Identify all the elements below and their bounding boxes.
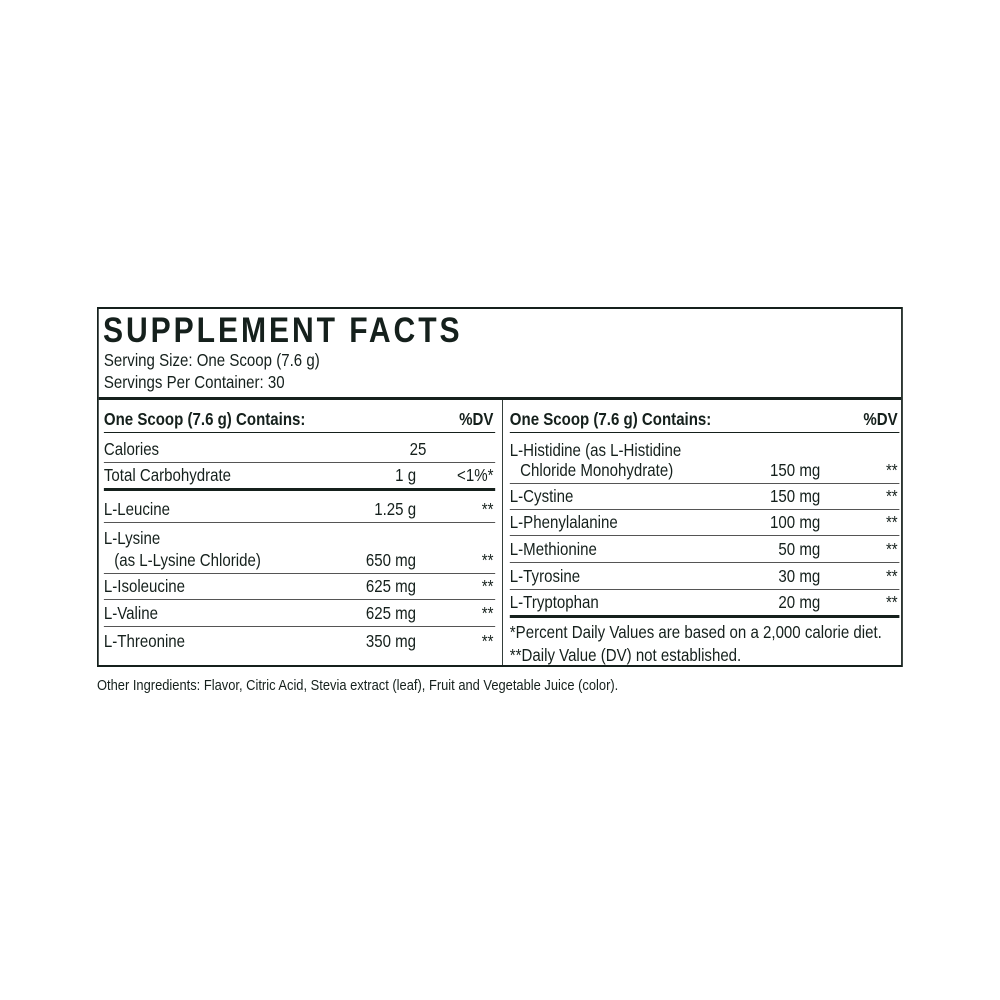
- header-label: One Scoop (7.6 g) Contains:: [103, 409, 306, 429]
- right-column: One Scoop (7.6 g) Contains: %DV L-Histid…: [509, 400, 900, 667]
- amount: 25: [409, 439, 427, 459]
- table-row: Total Carbohydrate 1 g <1%*: [103, 463, 496, 491]
- amount: 150 mg: [770, 486, 821, 506]
- amount: 1 g: [395, 465, 417, 485]
- table-header: One Scoop (7.6 g) Contains: %DV: [509, 400, 900, 433]
- header-label: One Scoop (7.6 g) Contains:: [509, 409, 712, 429]
- servings-per-container: Servings Per Container: 30: [103, 372, 285, 392]
- panel-title: SUPPLEMENT FACTS: [103, 311, 463, 350]
- amount: 625 mg: [365, 576, 417, 596]
- amount: 100 mg: [770, 512, 821, 532]
- table-row: L-Lysine (as L-Lysine Chloride) 650 mg *…: [103, 523, 496, 574]
- nutrient-form: Chloride Monohydrate): [520, 460, 674, 480]
- table-header: One Scoop (7.6 g) Contains: %DV: [103, 400, 496, 433]
- divider: [98, 397, 902, 400]
- nutrient-name: L-Phenylalanine: [509, 512, 618, 532]
- dv: **: [481, 550, 494, 570]
- dv: **: [885, 512, 898, 532]
- table-row: L-Cystine 150 mg **: [509, 484, 900, 510]
- table-row: L-Valine 625 mg **: [103, 600, 496, 627]
- nutrient-form: (as L-Lysine Chloride): [114, 550, 261, 570]
- nutrient-name: L-Lysine: [103, 528, 161, 548]
- nutrient-name: L-Tyrosine: [509, 566, 581, 586]
- nutrient-name: L-Cystine: [509, 486, 574, 506]
- nutrient-name: L-Tryptophan: [509, 592, 599, 612]
- table-row: L-Tyrosine 30 mg **: [509, 563, 900, 590]
- nutrient-name: L-Threonine: [103, 631, 186, 651]
- dv: **: [481, 631, 494, 651]
- table-row: L-Leucine 1.25 g **: [103, 491, 496, 523]
- dv: **: [885, 539, 898, 559]
- dv: **: [481, 499, 494, 519]
- amount: 30 mg: [778, 566, 821, 586]
- nutrient-name: L-Valine: [103, 603, 158, 623]
- table-row: L-Phenylalanine 100 mg **: [509, 510, 900, 536]
- nutrient-name: L-Methionine: [509, 539, 597, 559]
- amount: 150 mg: [770, 460, 821, 480]
- dv: **: [481, 603, 494, 623]
- table-row: Calories 25: [103, 433, 496, 463]
- table-row: L-Methionine 50 mg **: [509, 536, 900, 563]
- amount: 1.25 g: [374, 499, 417, 519]
- amount: 650 mg: [365, 550, 417, 570]
- amount: 625 mg: [365, 603, 417, 623]
- nutrient-name: L-Leucine: [103, 499, 170, 519]
- dv: **: [885, 486, 898, 506]
- other-ingredients: Other Ingredients: Flavor, Citric Acid, …: [97, 677, 619, 694]
- nutrient-name: Total Carbohydrate: [103, 465, 232, 485]
- footnote-percent-dv: *Percent Daily Values are based on a 2,0…: [509, 622, 882, 642]
- dv: **: [481, 576, 494, 596]
- amount: 20 mg: [778, 592, 821, 612]
- header-dv: %DV: [863, 409, 898, 429]
- serving-size: Serving Size: One Scoop (7.6 g): [103, 350, 320, 370]
- nutrient-name: L-Histidine (as L-Histidine: [509, 440, 682, 460]
- amount: 50 mg: [778, 539, 821, 559]
- dv: **: [885, 566, 898, 586]
- dv: **: [885, 592, 898, 612]
- table-row: L-Histidine (as L-Histidine Chloride Mon…: [509, 433, 900, 484]
- left-column: One Scoop (7.6 g) Contains: %DV Calories…: [103, 400, 496, 654]
- nutrient-name: Calories: [103, 439, 160, 459]
- table-row: L-Tryptophan 20 mg **: [509, 590, 900, 618]
- footnote-dv-not-established: **Daily Value (DV) not established.: [509, 645, 742, 665]
- table-row: L-Threonine 350 mg **: [104, 627, 495, 654]
- dv: <1%*: [457, 465, 494, 485]
- nutrient-name: L-Isoleucine: [103, 576, 186, 596]
- column-divider: [502, 400, 503, 665]
- supplement-facts-panel: SUPPLEMENT FACTS Serving Size: One Scoop…: [97, 307, 903, 667]
- header-dv: %DV: [459, 409, 494, 429]
- dv: **: [885, 460, 898, 480]
- table-row: L-Isoleucine 625 mg **: [103, 574, 496, 600]
- amount: 350 mg: [365, 631, 417, 651]
